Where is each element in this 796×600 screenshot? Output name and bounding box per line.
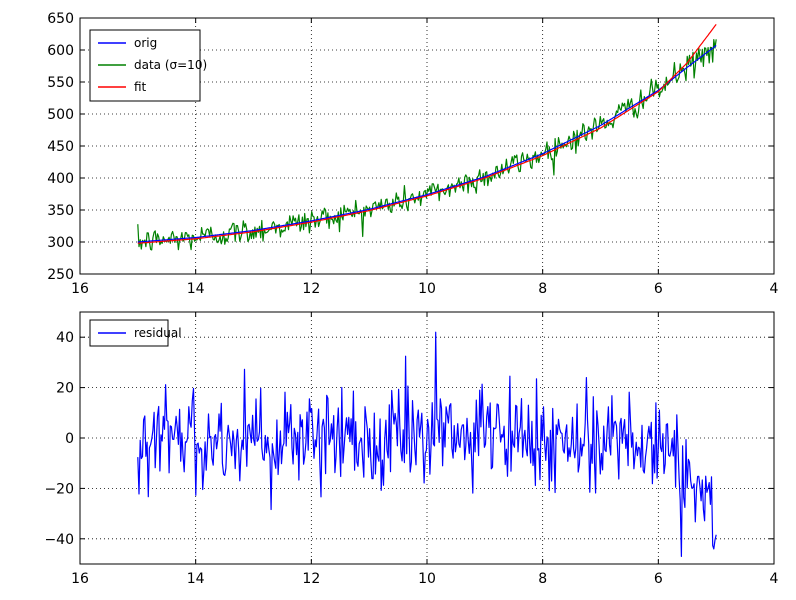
residual-chart-ticks: 16 14 12 10 8 6 4 −40 −20 0 20 40	[44, 312, 779, 587]
y-tick-label: 600	[47, 43, 74, 59]
y-tick-label: 450	[47, 139, 74, 155]
x-tick-label: 4	[770, 281, 779, 297]
fit-chart-series	[137, 24, 717, 251]
legend-label: orig	[134, 36, 157, 50]
series-line-residual	[137, 331, 717, 557]
x-tick-label: 8	[538, 571, 547, 587]
y-tick-label: −40	[44, 532, 74, 548]
fit-chart-grid	[80, 18, 774, 274]
y-tick-label: 650	[47, 11, 74, 27]
y-tick-label: 400	[47, 171, 74, 187]
y-tick-label: −20	[44, 481, 74, 497]
legend-label: data (σ=10)	[134, 58, 207, 72]
y-tick-label: 550	[47, 75, 74, 91]
series-line-orig	[137, 45, 717, 243]
y-tick-label: 350	[47, 203, 74, 219]
x-tick-label: 10	[418, 571, 436, 587]
y-tick-label: 250	[47, 267, 74, 283]
fit-chart-ticks: 16 14 12 10 8 6 4 250 300 350 400 450 500 550 600 650	[47, 11, 778, 297]
x-tick-label: 14	[187, 571, 205, 587]
x-tick-label: 16	[71, 571, 89, 587]
x-tick-label: 8	[538, 281, 547, 297]
x-tick-label: 12	[302, 281, 320, 297]
fit-chart: 16 14 12 10 8 6 4 250 300 350 400 450 500 550 600 650 o…	[47, 11, 778, 297]
x-tick-label: 4	[770, 571, 779, 587]
y-tick-label: 40	[56, 330, 74, 346]
x-tick-label: 16	[71, 281, 89, 297]
series-line-fit	[137, 24, 717, 244]
x-tick-label: 6	[654, 571, 663, 587]
residual-chart: 16 14 12 10 8 6 4 −40 −20 0 20 40 residual	[44, 311, 779, 587]
x-tick-label: 12	[302, 571, 320, 587]
y-tick-label: 20	[56, 381, 74, 397]
series-line-data	[137, 39, 717, 251]
x-tick-label: 10	[418, 281, 436, 297]
y-tick-label: 500	[47, 107, 74, 123]
x-tick-label: 6	[654, 281, 663, 297]
legend-label: fit	[134, 80, 147, 94]
y-tick-label: 300	[47, 235, 74, 251]
residual-chart-series	[137, 331, 717, 557]
fit-chart-legend: orig data (σ=10) fit	[89, 29, 207, 102]
x-tick-label: 14	[187, 281, 205, 297]
residual-chart-legend: residual	[89, 319, 182, 347]
y-tick-label: 0	[65, 431, 74, 447]
legend-label: residual	[134, 326, 182, 340]
